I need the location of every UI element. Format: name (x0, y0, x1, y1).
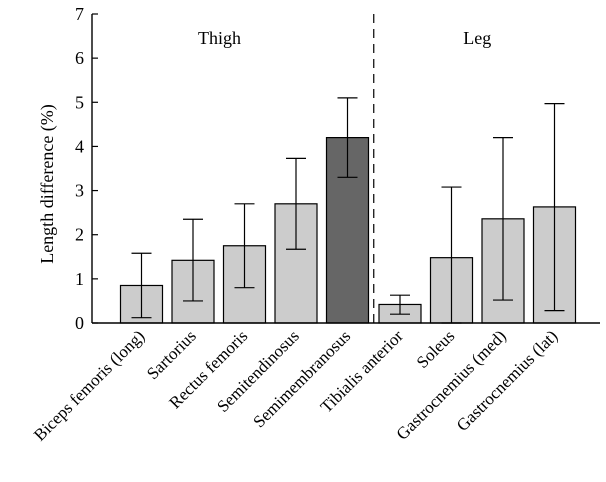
category-label-6: Soleus (413, 326, 458, 371)
error-bar-1 (183, 218, 203, 302)
group-label-thigh: Thigh (198, 28, 241, 48)
y-tick-label-1: 1 (75, 269, 84, 289)
error-bar-7 (493, 137, 513, 301)
y-tick-label-3: 3 (75, 181, 84, 201)
error-bar-4 (337, 97, 358, 178)
group-label-leg: Leg (463, 28, 491, 48)
y-tick-label-7: 7 (75, 4, 84, 24)
error-bar-0 (131, 252, 152, 319)
category-label-4: Semimembranosus (249, 326, 354, 431)
y-tick-label-0: 0 (75, 313, 84, 333)
y-tick-label-2: 2 (75, 225, 84, 245)
error-bar-2 (234, 203, 255, 289)
axes (91, 14, 600, 324)
error-bars (131, 97, 565, 324)
error-bar-5 (390, 294, 410, 315)
y-tick-label-4: 4 (75, 136, 84, 156)
category-label-8: Gastrocnemius (lat) (453, 326, 562, 435)
error-bar-8 (544, 103, 565, 312)
y-ticks: 0 1 2 3 4 5 6 7 (75, 4, 98, 333)
y-tick-label-6: 6 (75, 48, 84, 68)
category-label-0: Biceps femoris (long) (30, 326, 148, 444)
y-axis-label: Length difference (%) (37, 104, 58, 264)
y-tick-label-5: 5 (75, 92, 84, 112)
group-labels: Thigh Leg (198, 14, 491, 323)
error-bar-3 (286, 157, 306, 250)
